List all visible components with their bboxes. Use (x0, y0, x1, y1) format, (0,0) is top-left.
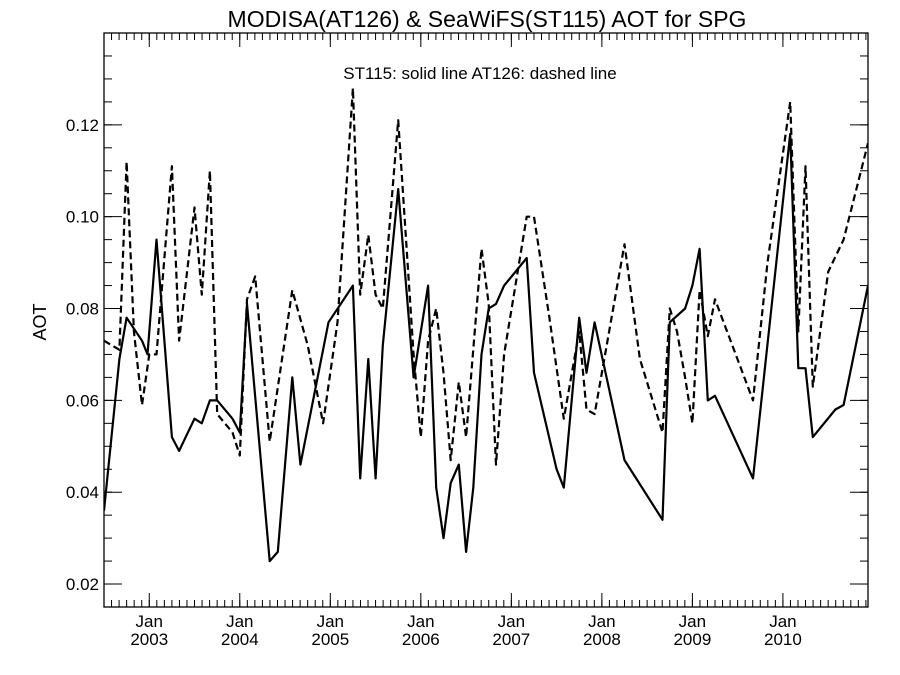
x-tick-year-label: 2008 (583, 630, 621, 649)
series-group (104, 87, 868, 563)
x-tick-year-label: 2009 (673, 630, 711, 649)
plot-frame (103, 32, 869, 608)
y-tick-label: 0.02 (66, 575, 99, 594)
y-tick-label: 0.08 (66, 300, 99, 319)
x-tick-month-label: Jan (136, 612, 163, 631)
y-tick-label: 0.04 (66, 483, 99, 502)
axis-tick-labels: 0.020.040.060.080.100.12Jan2003Jan2004Ja… (66, 116, 802, 649)
chart-annotation: ST115: solid line AT126: dashed line (343, 64, 616, 83)
y-axis-label: AOT (30, 303, 50, 340)
x-tick-year-label: 2007 (492, 630, 530, 649)
x-tick-year-label: 2004 (221, 630, 259, 649)
y-tick-label: 0.10 (66, 208, 99, 227)
x-tick-year-label: 2010 (764, 630, 802, 649)
x-tick-month-label: Jan (769, 612, 796, 631)
x-tick-month-label: Jan (226, 612, 253, 631)
x-tick-month-label: Jan (588, 612, 615, 631)
y-tick-label: 0.06 (66, 391, 99, 410)
series-line-st115-solid (104, 132, 868, 563)
x-tick-year-label: 2003 (130, 630, 168, 649)
y-tick-label: 0.12 (66, 116, 99, 135)
series-line-at126-dashed (104, 87, 868, 466)
x-tick-year-label: 2005 (311, 630, 349, 649)
chart-title: MODISA(AT126) & SeaWiFS(ST115) AOT for S… (228, 6, 747, 32)
x-tick-month-label: Jan (407, 612, 434, 631)
x-tick-year-label: 2006 (402, 630, 440, 649)
axis-ticks (104, 32, 868, 608)
x-tick-month-label: Jan (498, 612, 525, 631)
x-tick-month-label: Jan (679, 612, 706, 631)
x-tick-month-label: Jan (317, 612, 344, 631)
